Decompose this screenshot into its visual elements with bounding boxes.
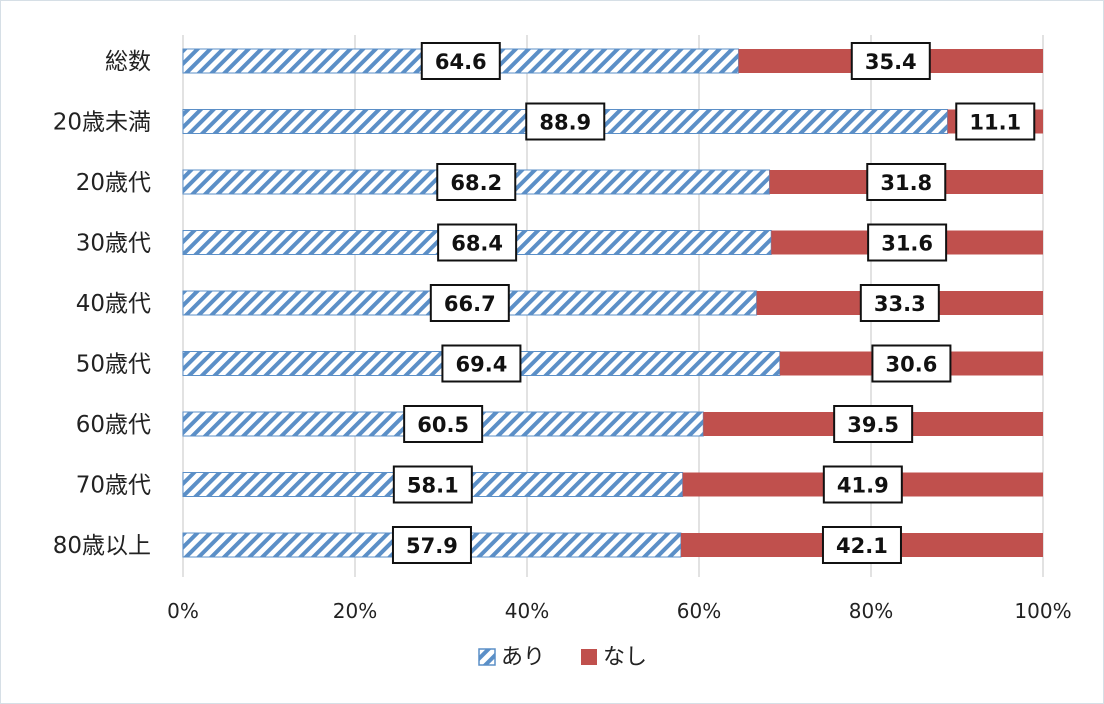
data-label-text: 31.8 [880,171,932,195]
data-label-box [391,526,472,564]
data-label-text: 33.3 [874,292,926,316]
data-label-text: 30.6 [886,353,938,377]
data-label-box [850,42,931,80]
legend-label-ari: あり [501,645,545,670]
data-label-box [436,163,517,201]
legend-label-nashi: なし [603,645,647,670]
data-label-text: 57.9 [406,534,458,558]
data-label-box [866,163,947,201]
data-label-text: 66.7 [444,292,496,316]
category-label: 20歳代 [76,170,151,196]
data-label-nashi: 11.1 [955,102,1036,141]
data-label-nashi: 31.8 [866,163,947,201]
data-label-box [437,223,518,262]
data-labels: 64.6 35.4 88.9 11.1 68.2 31.8 68.4 31.6 66.7 33.3… [391,42,1036,564]
data-label-box [859,284,940,322]
data-label-nashi: 30.6 [871,344,952,383]
category-label: 20歳未満 [53,110,151,136]
data-label-text: 58.1 [407,474,459,498]
x-tick-label: 60% [677,599,721,623]
data-label-box [822,465,903,504]
data-label-nashi: 35.4 [850,42,931,80]
category-label: 80歳以上 [53,533,151,559]
data-label-nashi: 39.5 [833,405,914,443]
data-label-box [420,42,501,80]
data-label-text: 42.1 [836,534,888,558]
x-tick-label: 40% [505,599,549,623]
category-label: 総数 [105,49,151,75]
data-label-ari: 57.9 [391,526,472,564]
category-label: 50歳代 [76,352,151,378]
data-label-box [867,223,948,262]
data-label-text: 41.9 [837,474,889,498]
x-tick-label: 80% [849,599,893,623]
legend-swatch-ari [478,648,496,666]
data-label-ari: 68.2 [436,163,517,201]
category-labels: 総数 20歳未満 20歳代 30歳代 40歳代 50歳代 60歳代 70歳代 80歳以上 [53,49,151,559]
data-label-box [525,102,606,141]
data-label-ari: 64.6 [420,42,501,80]
x-tick-label: 100% [1014,599,1071,623]
data-label-box [441,344,522,383]
data-label-text: 60.5 [417,413,469,437]
data-label-ari: 66.7 [429,284,510,322]
data-label-ari: 58.1 [392,465,473,504]
data-label-box [429,284,510,322]
x-tick-label: 20% [333,599,377,623]
category-label: 60歳代 [76,412,151,438]
data-label-text: 64.6 [435,50,487,74]
category-label: 40歳代 [76,291,151,317]
bars [182,48,1043,558]
category-label: 30歳代 [76,231,151,257]
data-label-nashi: 42.1 [821,526,902,564]
data-label-text: 31.6 [881,232,933,256]
data-label-ari: 88.9 [525,102,606,141]
data-label-box [403,405,484,443]
data-label-ari: 68.4 [437,223,518,262]
legend-item-nashi: なし [581,645,647,670]
data-label-text: 39.5 [847,413,899,437]
data-label-ari: 69.4 [441,344,522,383]
data-label-box [871,344,952,383]
data-label-text: 11.1 [969,111,1021,135]
data-label-box [833,405,914,443]
data-label-nashi: 41.9 [822,465,903,504]
data-label-ari: 60.5 [403,405,484,443]
data-label-text: 35.4 [865,50,917,74]
data-label-box [392,465,473,504]
legend: あり なし [478,645,647,670]
data-label-text: 68.2 [450,171,502,195]
legend-swatch-nashi [581,649,597,665]
data-label-box [955,102,1036,141]
data-label-text: 69.4 [456,353,508,377]
data-label-text: 68.4 [451,232,503,256]
data-label-nashi: 33.3 [859,284,940,322]
x-tick-label: 0% [167,599,199,623]
data-label-box [821,526,902,564]
category-label: 70歳代 [76,473,151,499]
data-label-text: 88.9 [539,111,591,135]
x-tick-labels: 0% 20% 40% 60% 80% 100% [167,599,1071,623]
legend-item-ari: あり [478,645,545,670]
data-label-nashi: 31.6 [867,223,948,262]
